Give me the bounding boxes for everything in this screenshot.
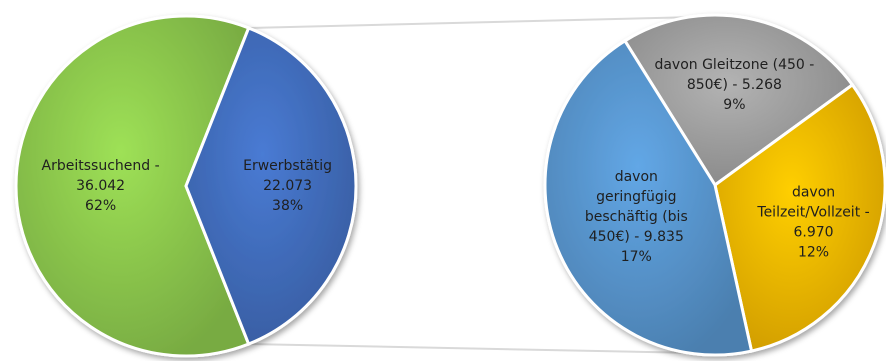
label-teilzeit: davon Teilzeit/Vollzeit -6.970 12% <box>756 184 869 260</box>
slice-teilzeit <box>713 82 886 353</box>
label-gleitzone: davon Gleitzone (450 -850€) - 5.268 9% <box>654 57 814 113</box>
secondary-pie <box>543 13 886 357</box>
connector-lines <box>248 16 698 354</box>
data-labels: Arbeitssuchend -36.042 62% Erwerbstätig 22.… <box>42 57 870 265</box>
label-geringfuegig: davon geringfügig beschäftig (bis 450€) - 9… <box>585 169 688 265</box>
label-arbeitssuchend: Arbeitssuchend -36.042 62% <box>42 158 160 214</box>
main-pie <box>14 14 358 358</box>
slice-arbeitssuchend <box>14 14 251 358</box>
slice-geringfuegig <box>543 38 754 357</box>
slice-erwerbstaetig <box>184 26 358 346</box>
connector-top <box>248 16 698 29</box>
slice-gleitzone <box>622 13 855 188</box>
connector-bottom <box>248 343 698 354</box>
label-erwerbstaetig: Erwerbstätig 22.073 38% <box>243 158 332 214</box>
